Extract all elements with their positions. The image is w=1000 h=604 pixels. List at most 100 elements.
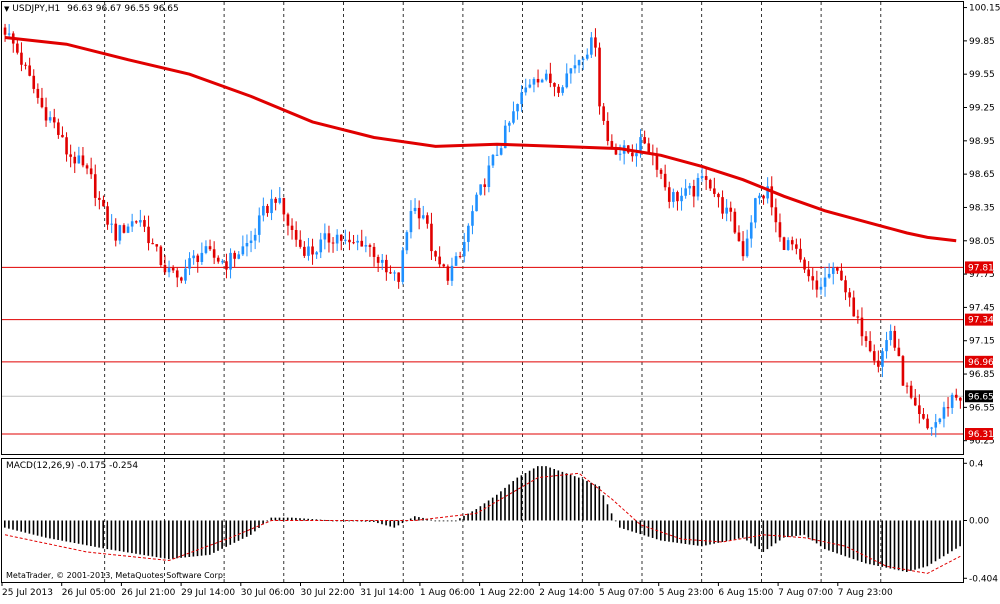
macd-bar [545, 466, 547, 521]
macd-bar [90, 520, 92, 547]
candle-body [618, 153, 622, 155]
macd-bar [225, 520, 227, 547]
candle-body [16, 43, 19, 53]
macd-bar [623, 520, 625, 529]
macd-bar [418, 517, 420, 521]
macd-bar [783, 520, 785, 538]
price-tick-label: 100.15 [969, 4, 1000, 14]
macd-bar [610, 513, 613, 521]
candle-body [807, 269, 810, 277]
macd-bar [368, 520, 371, 522]
candle-body [889, 330, 892, 341]
candle-body [110, 223, 113, 225]
price-tick-label: 96.85 [969, 370, 995, 380]
candle-body [85, 165, 89, 169]
macd-bar [463, 515, 465, 521]
candle-body [475, 194, 478, 212]
macd-bar [483, 503, 486, 521]
macd-bar [520, 475, 523, 521]
candle-body [155, 244, 159, 247]
price-tick-label: 96.55 [969, 403, 995, 413]
macd-bar [594, 484, 596, 521]
macd-bar [389, 520, 391, 527]
macd-bar [168, 520, 170, 560]
candle-body [81, 155, 85, 166]
macd-bar [705, 520, 707, 546]
macd-bar [696, 520, 699, 546]
candle-body [696, 177, 700, 197]
candle-body [204, 246, 208, 253]
candle-body [938, 418, 942, 423]
candle-body [98, 197, 101, 200]
symbol-dropdown-icon[interactable]: ▼ [4, 5, 10, 13]
macd-bar [94, 520, 96, 547]
candle-body [471, 211, 474, 226]
candle-body [766, 186, 769, 199]
macd-bar [114, 520, 117, 551]
candle-body [159, 246, 163, 266]
macd-bar [377, 520, 379, 524]
macd-bar [848, 520, 851, 558]
macd-bar [397, 520, 400, 526]
macd-bar [795, 520, 797, 536]
macd-bar [348, 520, 350, 522]
macd-bar [889, 520, 892, 569]
candle-body [717, 193, 720, 198]
macd-signal-line [4, 472, 961, 574]
macd-bar [733, 520, 736, 540]
macd-bar [373, 520, 375, 522]
macd-bar [487, 500, 490, 521]
candle-body [508, 122, 511, 126]
macd-bar [274, 517, 277, 521]
macd-bar [877, 520, 879, 566]
macd-bar [344, 520, 346, 522]
macd-bar [778, 520, 781, 541]
time-tick-label: 7 Aug 23:00 [838, 588, 893, 598]
price-tick-label: 99.55 [969, 70, 995, 80]
candle-body [434, 251, 437, 257]
macd-bar [188, 520, 191, 557]
macd-bar [303, 518, 305, 521]
time-tick-label: 25 Jul 2013 [2, 588, 53, 598]
macd-bar [631, 520, 633, 532]
candle-body [495, 154, 499, 156]
candle-body [954, 394, 958, 398]
macd-bar [24, 520, 27, 533]
macd-bar [541, 466, 543, 521]
macd-bar [947, 520, 949, 554]
candle-body [270, 198, 273, 214]
candle-body [672, 192, 675, 202]
candle-body [581, 58, 585, 61]
price-tick-label: 98.95 [969, 137, 995, 147]
macd-bar [491, 497, 494, 521]
candle-body [40, 97, 44, 108]
candle-body [303, 246, 306, 256]
macd-bar [549, 467, 551, 521]
macd-bar [881, 520, 883, 567]
level-price-tag-label: 97.34 [968, 316, 994, 326]
macd-bar [295, 517, 297, 521]
candle-body [942, 407, 946, 419]
macd-bar [8, 520, 10, 529]
candle-body [188, 258, 191, 269]
macd-bar [774, 520, 777, 544]
candle-body [151, 243, 154, 245]
macd-bar [873, 520, 875, 566]
candle-body [221, 261, 224, 263]
candle-body [737, 232, 741, 242]
macd-bar [61, 520, 63, 541]
candle-body [262, 205, 265, 216]
candle-body [762, 195, 765, 199]
macd-bar [459, 518, 461, 521]
macd-bar [942, 520, 945, 557]
candle-body [754, 198, 757, 223]
macd-bar [504, 487, 506, 521]
candle-body [458, 256, 462, 258]
macd-bar [438, 520, 441, 522]
macd-bar [131, 520, 133, 554]
candle-body [130, 221, 134, 227]
candle-body [446, 266, 450, 281]
macd-bar [832, 520, 834, 552]
